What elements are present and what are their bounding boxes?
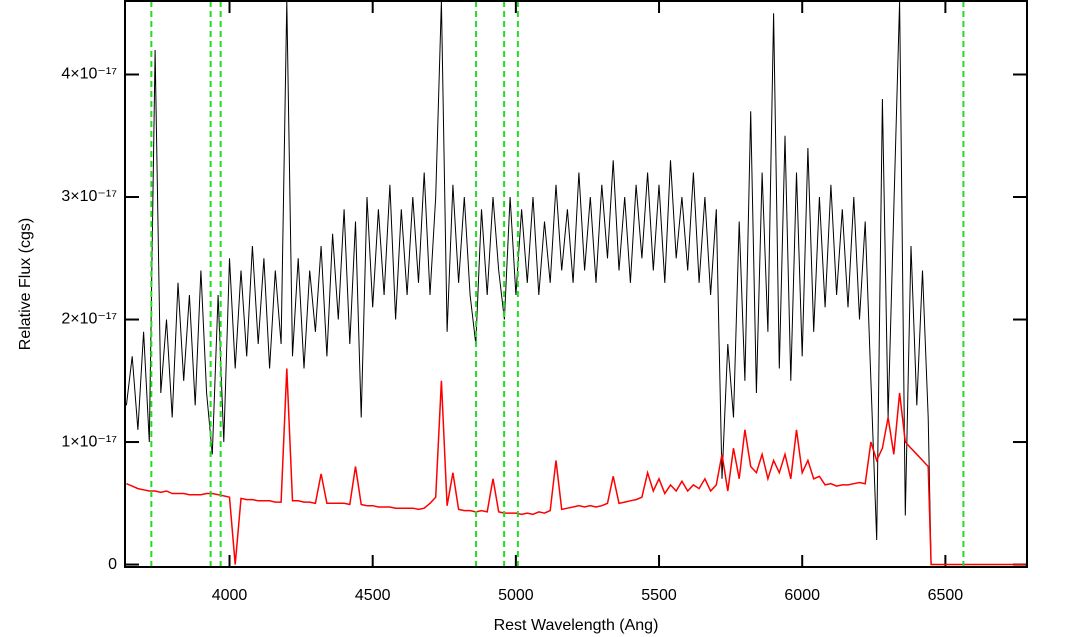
y-tick-label: 3×10⁻¹⁷ [61, 188, 117, 205]
x-axis-label: Rest Wavelength (Ang) [494, 617, 659, 634]
spectrum-line [126, 368, 1026, 566]
spectrum-line [125, 0, 932, 565]
y-tick-label: 4×10⁻¹⁷ [61, 66, 117, 83]
y-tick-label: 0 [108, 556, 117, 573]
x-tick-label: 5000 [498, 587, 534, 604]
x-tick-label: 6500 [928, 587, 964, 604]
y-axis-label: Relative Flux (cgs) [17, 218, 34, 350]
plot-frame [124, 0, 1028, 568]
x-tick-label: 6000 [784, 587, 820, 604]
x-tick-label: 5500 [641, 587, 677, 604]
x-tick-label: 4500 [355, 587, 391, 604]
y-tick-label: 2×10⁻¹⁷ [61, 311, 117, 328]
x-tick-label: 4000 [212, 587, 248, 604]
y-tick-label: 1×10⁻¹⁷ [61, 433, 117, 450]
